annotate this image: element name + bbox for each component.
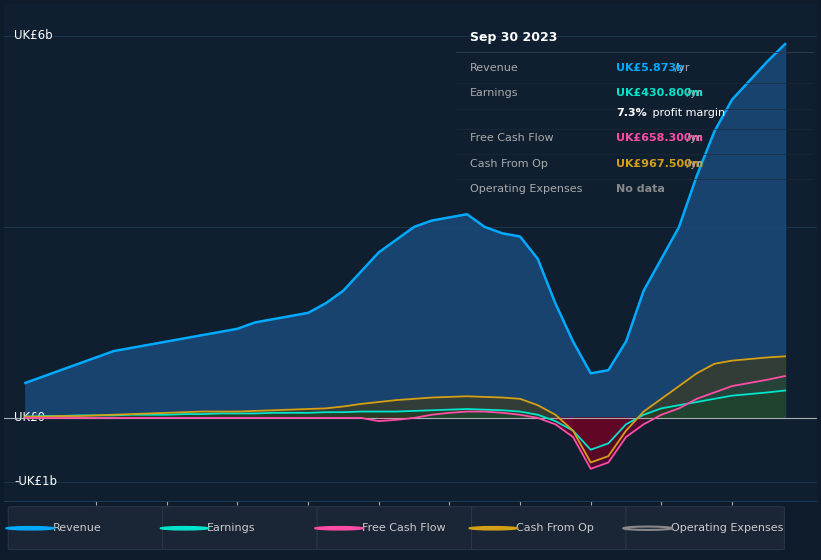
Text: Free Cash Flow: Free Cash Flow (470, 133, 553, 143)
Circle shape (469, 526, 518, 530)
Text: Cash From Op: Cash From Op (470, 159, 548, 169)
FancyBboxPatch shape (317, 507, 475, 550)
Text: Earnings: Earnings (470, 88, 518, 98)
Text: -UK£1b: -UK£1b (14, 475, 57, 488)
Text: Revenue: Revenue (470, 63, 519, 73)
Circle shape (160, 526, 209, 530)
Text: UK£0: UK£0 (14, 412, 45, 424)
Text: Operating Expenses: Operating Expenses (470, 184, 582, 194)
Text: profit margin: profit margin (649, 108, 725, 118)
FancyBboxPatch shape (471, 507, 630, 550)
Text: /yr: /yr (683, 88, 702, 98)
Text: Revenue: Revenue (53, 523, 102, 533)
Text: UK£430.800m: UK£430.800m (617, 88, 704, 98)
FancyBboxPatch shape (163, 507, 321, 550)
Text: Sep 30 2023: Sep 30 2023 (470, 31, 557, 44)
Text: Earnings: Earnings (208, 523, 256, 533)
Text: UK£5.873b: UK£5.873b (617, 63, 685, 73)
Text: Cash From Op: Cash From Op (516, 523, 594, 533)
Circle shape (6, 526, 54, 530)
Text: No data: No data (617, 184, 665, 194)
Text: UK£658.300m: UK£658.300m (617, 133, 704, 143)
Circle shape (314, 526, 364, 530)
Text: UK£967.500m: UK£967.500m (617, 159, 704, 169)
Text: 7.3%: 7.3% (617, 108, 647, 118)
Text: Free Cash Flow: Free Cash Flow (362, 523, 445, 533)
Text: /yr: /yr (683, 133, 702, 143)
Text: Operating Expenses: Operating Expenses (671, 523, 783, 533)
FancyBboxPatch shape (626, 507, 784, 550)
Text: /yr: /yr (671, 63, 690, 73)
Text: /yr: /yr (683, 159, 702, 169)
Text: UK£6b: UK£6b (14, 30, 53, 43)
FancyBboxPatch shape (8, 507, 167, 550)
